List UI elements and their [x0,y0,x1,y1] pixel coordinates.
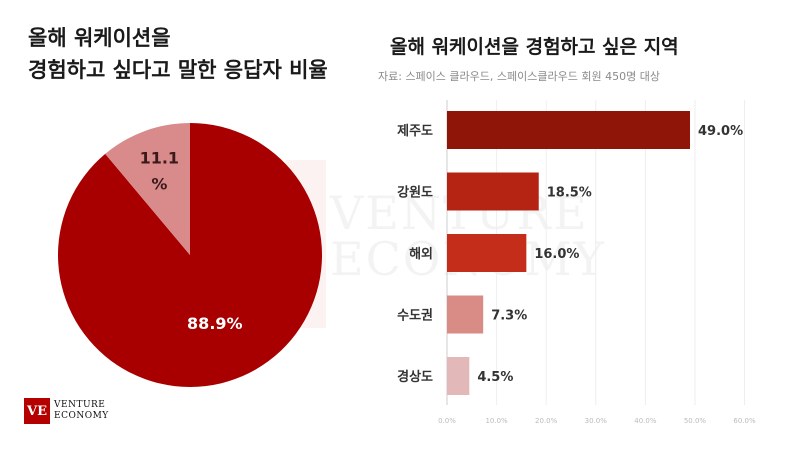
pie-title-line1: 올해 워케이션을 [28,26,171,50]
pie-title-line2: 경험하고 싶다고 말한 응답자 비율 [28,58,328,82]
bar-3 [447,295,484,334]
pie-label-1-part0: 11.1 [140,149,179,168]
category-label-3: 수도권 [397,309,433,324]
data-label-1: 18.5% [547,186,592,201]
logo-text: VENTURE ECONOMY [54,400,109,422]
source-note: 자료: 스페이스 클라우드, 스페이스클라우드 회원 450명 대상 [378,70,660,83]
bar-1 [447,172,539,211]
x-tick-label-4: 40.0% [634,417,657,425]
logo-line1: VENTURE [54,400,106,410]
data-label-0: 49.0% [698,124,743,139]
pie-slice-0 [57,123,322,387]
category-label-2: 해외 [409,246,433,262]
logo-line2: ECONOMY [54,411,109,421]
category-label-0: 제주도 [397,124,433,139]
x-tick-label-6: 60.0% [733,417,756,425]
x-tick-label-2: 20.0% [535,417,558,425]
logo: VE VENTURE ECONOMY [24,398,109,424]
bar-chart-title: 올해 워케이션을 경험하고 싶은 지역 [390,36,679,58]
bar-4 [447,357,470,395]
pie-label-1-part1: % [151,175,167,194]
pie-label-0: 88.9% [187,314,243,333]
x-tick-label-5: 50.0% [684,417,707,425]
x-tick-label-1: 10.0% [485,417,508,425]
category-label-4: 경상도 [397,369,433,385]
category-label-1: 강원도 [397,185,433,201]
x-tick-label-3: 30.0% [585,417,608,425]
data-label-2: 16.0% [534,247,579,262]
pie-slice-1 [105,123,190,255]
logo-mark: VE [24,398,50,424]
x-tick-label-0: 0.0% [438,417,456,425]
bar-0 [447,111,690,149]
data-label-4: 4.5% [477,370,513,385]
data-label-3: 7.3% [491,309,527,324]
bar-2 [447,234,527,272]
pie-chart-title: 올해 워케이션을 경험하고 싶다고 말한 응답자 비율 [28,22,378,86]
